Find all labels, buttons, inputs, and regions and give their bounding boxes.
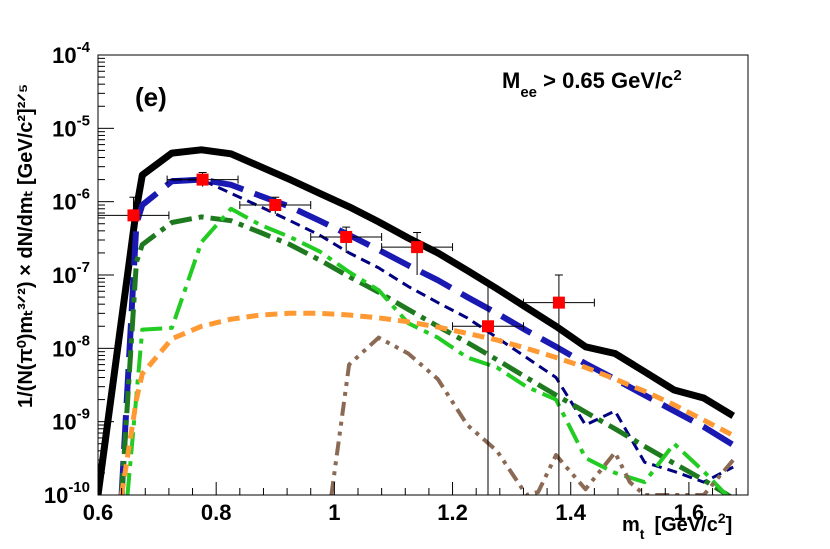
y-tick-label: 10-8 <box>52 332 90 361</box>
x-tick-label: 0.8 <box>201 500 232 525</box>
x-axis-label-units: [GeV/c <box>654 514 717 536</box>
series-navy-short-dash <box>171 178 734 484</box>
x-axis-label-units-sup: 2 <box>718 510 726 526</box>
data-point <box>411 241 424 254</box>
series-lightgreen-dash-dot <box>125 206 730 495</box>
axes-layer: 0.6 0.8 1 1.2 1.4 1.6 10-10 10-9 10-8 10-7 10-6 10-… <box>44 39 737 525</box>
x-axis-label-sub: t <box>640 526 645 542</box>
x-tick-label: 0.6 <box>83 500 114 525</box>
x-axis-label-units-close: ] <box>726 514 733 536</box>
data-point <box>269 199 282 212</box>
data-point <box>340 230 353 243</box>
x-tick-label: 1 <box>328 500 340 525</box>
x-axis-label-base: m <box>622 514 640 536</box>
data-point <box>552 296 565 309</box>
cut-label-sup: 2 <box>673 67 681 84</box>
cut-label-text: > 0.65 GeV/c <box>537 68 673 93</box>
cut-label: Mee > 0.65 GeV/c2 <box>502 67 682 101</box>
data-point <box>196 173 209 186</box>
cut-label-base: M <box>502 68 520 93</box>
x-tick-label: 1.4 <box>555 500 586 525</box>
x-axis-label: mt [GeV/c2] <box>622 510 732 542</box>
y-tick-label: 10-7 <box>52 259 90 288</box>
data-point <box>127 209 140 222</box>
panel-label: (e) <box>135 82 167 112</box>
y-tick-label: 10-4 <box>52 39 90 68</box>
y-tick-label: 10-9 <box>52 406 90 435</box>
y-tick-label: 10-5 <box>52 112 90 141</box>
series-orange-dash <box>119 310 735 495</box>
cut-label-sub: ee <box>520 84 537 101</box>
x-tick-label: 1.6 <box>674 500 705 525</box>
series-layer <box>98 146 736 495</box>
series-green-dash-dot <box>119 214 733 495</box>
y-axis-label: 1/(N(π⁰)mₜ³ᐟ²) × dN/dmₜ [GeV/c²]²ᐟ⁵ <box>15 84 37 408</box>
data-point <box>482 320 494 333</box>
series-total <box>98 146 736 495</box>
series-brown-dash-dot-dot <box>329 335 735 495</box>
y-tick-label: 10-10 <box>44 479 90 508</box>
y-tick-label: 10-6 <box>52 186 90 215</box>
x-tick-label: 1.2 <box>437 500 468 525</box>
